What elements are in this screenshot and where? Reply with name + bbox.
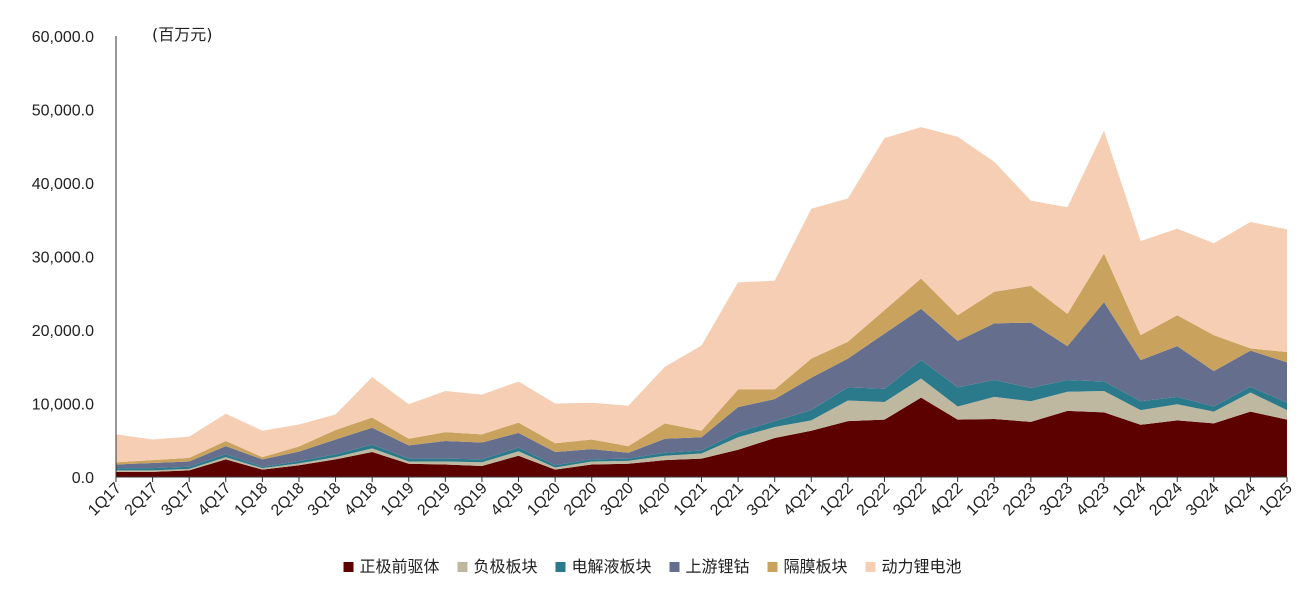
x-tick-label: 3Q19 [451, 480, 491, 520]
legend-swatch-2 [555, 562, 566, 572]
legend-label-0: 正极前驱体 [360, 557, 440, 576]
x-tick-label: 4Q23 [1073, 480, 1113, 520]
legend-swatch-5 [865, 562, 876, 572]
x-tick-label: 4Q21 [780, 480, 820, 520]
x-tick-label: 1Q19 [378, 480, 418, 520]
x-tick-label: 1Q25 [1256, 480, 1296, 520]
series-area-5 [116, 127, 1287, 463]
x-tick-label: 2Q20 [561, 480, 601, 520]
x-tick-label: 2Q24 [1146, 480, 1186, 520]
y-tick-label: 50,000.0 [32, 103, 94, 120]
x-tick-label: 1Q22 [817, 480, 857, 520]
legend-label-3: 上游锂钴 [686, 557, 750, 576]
legend-label-5: 动力锂电池 [882, 557, 962, 576]
y-tick-label: 0.0 [72, 470, 94, 487]
legend-label-4: 隔膜板块 [784, 557, 848, 576]
x-tick-label: 3Q18 [305, 480, 345, 520]
x-tick-label: 2Q22 [854, 480, 894, 520]
legend: 正极前驱体 负极板块 电解液板块 上游锂钴 隔膜板块 动力锂电池 [343, 557, 962, 576]
x-tick-label: 1Q21 [671, 480, 711, 520]
x-tick-label: 2Q21 [707, 480, 747, 520]
x-tick-label: 1Q20 [524, 480, 564, 520]
x-tick-label: 4Q17 [195, 480, 235, 520]
x-tick-label: 3Q21 [744, 480, 784, 520]
x-tick-label: 2Q17 [122, 480, 162, 520]
x-tick-label: 1Q24 [1110, 480, 1150, 520]
x-tick-labels: 1Q172Q173Q174Q171Q182Q183Q184Q181Q192Q19… [85, 477, 1296, 520]
y-tick-label: 20,000.0 [32, 323, 94, 340]
x-tick-label: 4Q19 [488, 480, 528, 520]
x-tick-label: 3Q17 [158, 480, 198, 520]
x-tick-label: 3Q24 [1183, 480, 1223, 520]
x-tick-label: 4Q18 [341, 480, 381, 520]
x-tick-label: 4Q22 [927, 480, 967, 520]
series-area-4 [116, 253, 1287, 465]
series-area-3 [116, 302, 1287, 469]
series-area-2 [116, 360, 1287, 471]
x-tick-label: 1Q18 [232, 480, 272, 520]
x-tick-label: 2Q23 [1000, 480, 1040, 520]
x-tick-label: 2Q18 [268, 480, 308, 520]
legend-swatch-4 [767, 562, 778, 572]
y-tick-label: 60,000.0 [32, 29, 94, 46]
y-tick-labels: 0.0 10,000.0 20,000.0 30,000.0 40,000.0 50,00… [32, 29, 94, 487]
legend-swatch-1 [457, 562, 468, 572]
series-area-1 [116, 378, 1287, 472]
y-tick-label: 40,000.0 [32, 176, 94, 193]
x-tick-label: 1Q23 [963, 480, 1003, 520]
y-tick-label: 10,000.0 [32, 397, 94, 414]
x-tick-label: 3Q22 [890, 480, 930, 520]
x-tick-label: 2Q19 [414, 480, 454, 520]
legend-label-2: 电解液板块 [572, 557, 652, 576]
x-tick-label: 3Q23 [1037, 480, 1077, 520]
series-area-0 [116, 397, 1287, 477]
x-tick-label: 4Q24 [1220, 480, 1260, 520]
x-tick-label: 4Q20 [634, 480, 674, 520]
legend-swatch-0 [343, 562, 354, 572]
x-tick-label: 3Q20 [597, 480, 637, 520]
legend-swatch-3 [669, 562, 680, 572]
legend-label-1: 负极板块 [474, 557, 538, 576]
y-tick-label: 30,000.0 [32, 250, 94, 267]
unit-label: (百万元) [152, 25, 213, 44]
series-areas [116, 127, 1287, 477]
